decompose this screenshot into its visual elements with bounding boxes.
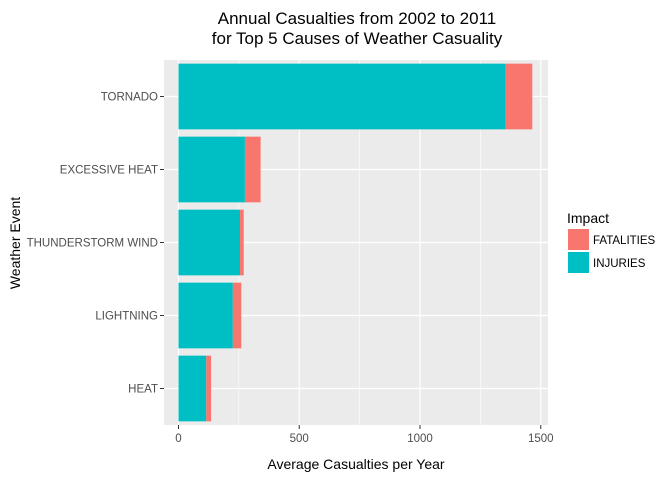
chart-title: Annual Casualties from 2002 to 2011 xyxy=(218,9,496,28)
y-tick-label: HEAT xyxy=(128,384,158,396)
y-axis-ticks: TORNADO EXCESSIVE HEAT THUNDERSTORM WIND LI… xyxy=(27,92,164,396)
legend-key-injuries xyxy=(568,252,589,273)
x-axis-title: Average Casualties per Year xyxy=(267,456,445,472)
legend-label-fatalities: FATALITIES xyxy=(593,235,656,247)
bar-injuries-lightning xyxy=(178,282,233,349)
y-axis-title: Weather Event xyxy=(7,197,23,289)
legend: Impact FATALITIES INJURIES xyxy=(567,210,656,273)
legend-key-fatalities xyxy=(568,229,589,250)
bar-fatalities-excessive-heat xyxy=(244,136,261,203)
chart-subtitle: for Top 5 Causes of Weather Casuality xyxy=(212,29,503,48)
x-tick-label: 1500 xyxy=(528,433,554,445)
legend-title: Impact xyxy=(567,210,609,226)
y-tick-label: THUNDERSTORM WIND xyxy=(27,238,158,250)
bar-fatalities-thunderstorm-wind xyxy=(240,209,244,276)
y-tick-label: EXCESSIVE HEAT xyxy=(60,165,158,177)
x-tick-label: 0 xyxy=(175,433,181,445)
bar-fatalities-heat xyxy=(206,355,212,422)
y-tick-label: LIGHTNING xyxy=(95,311,158,323)
bar-fatalities-tornado xyxy=(505,63,533,130)
bar-injuries-thunderstorm-wind xyxy=(178,209,241,276)
bars xyxy=(178,63,533,422)
bar-injuries-excessive-heat xyxy=(178,136,245,203)
legend-label-injuries: INJURIES xyxy=(593,258,646,270)
x-axis-ticks: 0 500 1000 1500 xyxy=(175,425,554,445)
x-tick-label: 500 xyxy=(290,433,309,445)
x-tick-label: 1000 xyxy=(407,433,433,445)
y-tick-label: TORNADO xyxy=(101,92,158,104)
bar-injuries-tornado xyxy=(178,63,506,130)
legend-entries: FATALITIES INJURIES xyxy=(568,229,656,273)
bar-fatalities-lightning xyxy=(232,282,242,349)
bar-injuries-heat xyxy=(178,355,207,422)
